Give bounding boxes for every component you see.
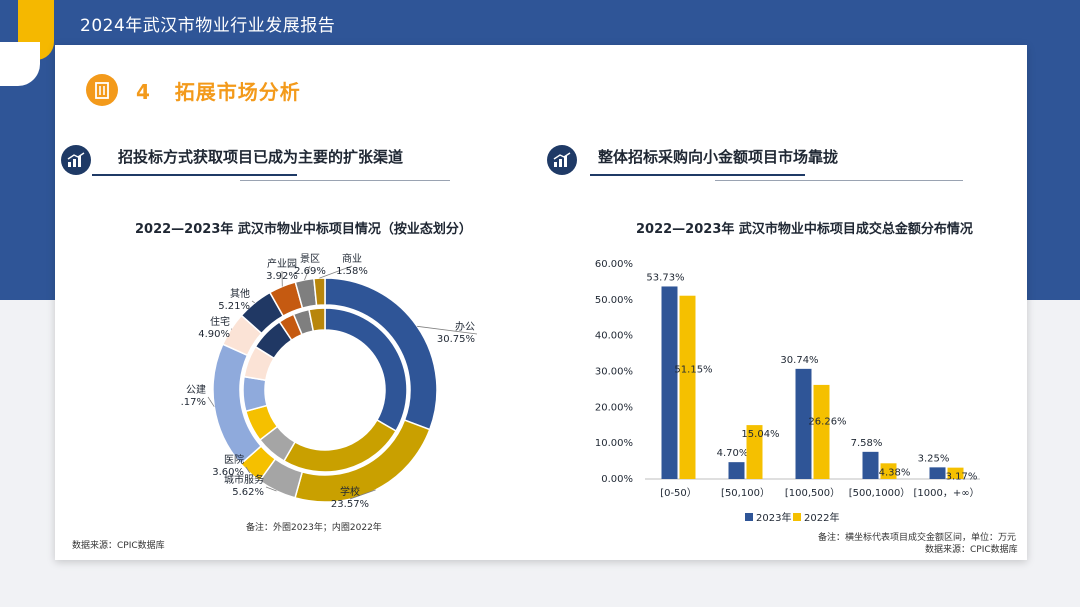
bar-value-label: 15.04% [741,429,779,440]
donut-value-label: 4.90% [198,329,230,340]
right-subtitle-underline-thin [715,180,963,181]
growth-chart-icon [61,145,91,175]
donut-value-label: 23.57% [331,499,369,510]
bar-2023 [862,451,879,479]
donut-leader-line [319,265,353,279]
bar-value-label: 4.70% [717,448,749,459]
donut-leader-line [349,489,376,500]
donut-category-label: 城市服务 [224,473,264,486]
bar-2022 [746,425,763,479]
bar-chart-title: 2022—2023年 武汉市物业中标项目成交总金额分布情况 [636,222,973,237]
bar-value-label: 30.74% [780,355,818,366]
donut-outer-slice [313,277,326,307]
donut-note: 备注：外圈2023年；内圈2022年 [246,523,382,533]
left-subtitle: 招投标方式获取项目已成为主要的扩张渠道 [118,148,404,166]
right-subtitle: 整体招标采购向小金额项目市场靠拢 [598,148,839,166]
section-title: 4 拓展市场分析 [136,80,301,104]
donut-inner-slice [308,307,326,333]
bar-2023 [795,368,812,479]
x-tick-label: [100,500） [785,487,840,499]
left-subtitle-underline-thin [240,180,450,181]
bar-value-label: 53.73% [646,272,684,283]
donut-leader-line [417,325,478,335]
report-title: 2024年武汉市物业行业发展报告 [80,16,336,36]
bar-2022 [813,384,830,479]
bar-2023 [728,462,745,479]
y-tick-label: 10.00% [595,438,633,449]
bar-2023 [661,286,678,479]
bar-value-label: 51.15% [674,365,712,376]
donut-value-label: 30.75% [437,334,475,345]
left-subtitle-underline [92,174,297,176]
bar-value-label: 26.26% [808,416,846,427]
bar-value-label: 3.17% [946,472,978,483]
left-source: 数据来源：CPIC数据库 [72,541,165,551]
growth-chart-icon [547,145,577,175]
donut-leader-line [251,300,255,304]
donut-inner-slice [242,375,268,413]
y-tick-label: 30.00% [595,367,633,378]
donut-value-label: 18.17% [180,397,206,408]
donut-value-label: 2.69% [294,266,326,277]
x-tick-label: [500,1000） [849,487,911,499]
bar-note: 备注：横坐标代表项目成交金额区间，单位：万元 [818,533,1017,543]
bar-value-label: 7.58% [851,438,883,449]
legend-swatch [793,513,801,521]
bar-value-label: 3.25% [918,453,950,464]
y-tick-label: 50.00% [595,295,633,306]
x-tick-label: [50,100） [721,487,770,499]
legend-swatch [745,513,753,521]
x-tick-label: [0-50） [660,487,697,499]
donut-leader-line [304,265,311,281]
y-tick-label: 20.00% [595,402,633,413]
donut-category-label: 学校 [340,485,360,498]
donut-value-label: 1.58% [336,266,368,277]
donut-category-label: 产业园 [267,257,297,270]
bar-value-label: 4.38% [879,467,911,478]
x-tick-label: [1000，+∞） [913,487,979,499]
y-tick-label: 0.00% [601,474,633,485]
donut-category-label: 公建 [186,383,206,396]
donut-category-label: 商业 [342,252,362,265]
bar-2022 [880,463,897,479]
accent-decoration-circle [0,42,40,86]
donut-value-label: 3.60% [212,467,244,478]
donut-category-label: 住宅 [210,315,230,328]
donut-leader-line [207,396,215,407]
bar-2022 [947,467,964,479]
bar-chart: 0.00% 10.00% 20.00% 30.00% 40.00% 50.00% 60.00… [595,259,980,524]
donut-value-label: 5.62% [232,487,264,498]
donut-chart-title: 2022—2023年 武汉市物业中标项目情况（按业态划分） [135,222,472,237]
legend-label: 2023年 [756,511,791,524]
donut-category-label: 其他 [230,287,250,300]
right-source: 数据来源：CPIC数据库 [925,545,1018,555]
donut-leader-line [265,486,277,492]
donut-category-label: 景区 [300,253,320,265]
legend-label: 2022年 [804,511,839,524]
donut-value-label: 5.21% [218,301,250,312]
bar-2023 [929,467,946,479]
bar-2022 [679,295,696,479]
y-tick-label: 40.00% [595,331,633,342]
right-subtitle-underline [590,174,805,176]
building-icon [86,74,118,106]
donut-leader-line [245,466,251,474]
donut-value-label: 3.92% [266,271,298,282]
donut-category-label: 医院 [224,453,244,466]
y-tick-label: 60.00% [595,259,633,270]
donut-category-label: 办公 [455,320,475,333]
